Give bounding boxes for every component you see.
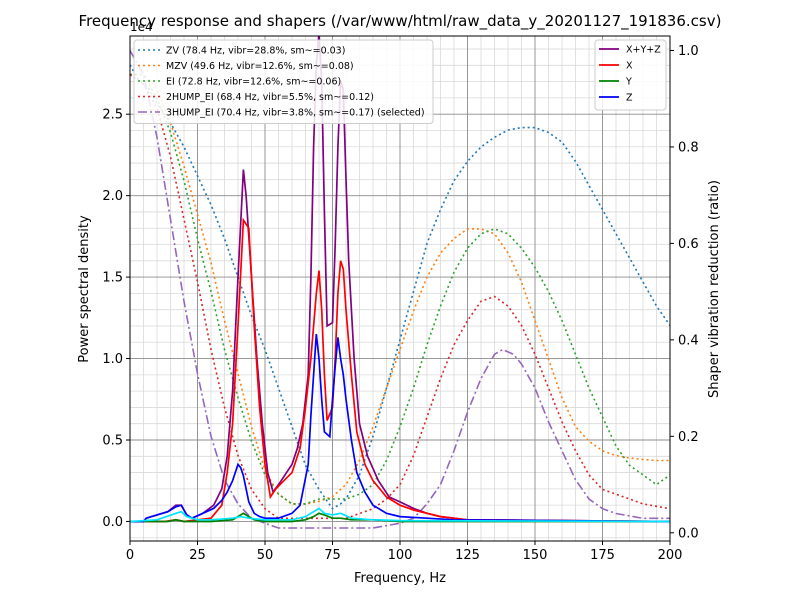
y2-tick-label: 0.0: [678, 526, 699, 541]
psd-legend-label: Z: [626, 93, 633, 104]
shaper-legend-label: ZV (78.4 Hz, vibr=28.8%, sm~=0.03): [166, 46, 345, 57]
x-tick-label: 75: [324, 548, 341, 563]
y2-axis-label: Shaper vibration reduction (ratio): [707, 180, 722, 398]
psd-legend-label: X: [626, 61, 633, 72]
shaper-line-zv-0: [130, 64, 670, 510]
x-tick-label: 200: [658, 548, 683, 563]
chart-title: Frequency response and shapers (/var/www…: [79, 12, 722, 31]
psd-legend-box: [594, 39, 667, 111]
y-tick-label: 1.5: [102, 271, 123, 286]
shaper-legend-box: [133, 39, 434, 124]
shaper-legend-label: MZV (49.6 Hz, vibr=12.6%, sm~=0.08): [166, 61, 354, 72]
psd-legend-label: X+Y+Z: [626, 45, 661, 56]
y-axis-label: Power spectral density: [77, 215, 92, 363]
y2-tick-label: 0.6: [678, 237, 699, 252]
shaper-legend-label: 2HUMP_EI (68.4 Hz, vibr=5.5%, sm~=0.12): [166, 92, 374, 103]
shaper-line-2hump-ei-3: [130, 73, 670, 520]
y-offset-text: 1e4: [130, 20, 153, 34]
axis-ticks: 0 25 50 75 100 125 150 175 200 0.0 0.5 1.0 1.5 2.0 2.5…: [102, 44, 698, 563]
psd-legend-label: Y: [625, 77, 632, 88]
x-tick-label: 150: [523, 548, 548, 563]
x-tick-label: 0: [126, 548, 134, 563]
psd-line-y-2: [130, 512, 670, 523]
shaper-legend-label: 3HUMP_EI (70.4 Hz, vibr=3.8%, sm~=0.17) …: [166, 108, 425, 119]
y2-tick-label: 0.2: [678, 430, 699, 445]
y-tick-label: 2.0: [102, 189, 123, 204]
x-tick-label: 125: [455, 548, 480, 563]
y-tick-label: 0.5: [102, 434, 123, 449]
y2-tick-label: 0.4: [678, 333, 699, 348]
x-tick-label: 25: [189, 548, 206, 563]
shaper-line-ei-2: [130, 73, 670, 505]
y2-tick-label: 1.0: [678, 44, 699, 59]
y-tick-label: 0.0: [102, 515, 123, 530]
y2-tick-label: 0.8: [678, 140, 699, 155]
x-axis-label: Frequency, Hz: [354, 571, 446, 586]
psd-line-series-4: [130, 507, 670, 523]
plot-series: [130, 36, 670, 529]
y-tick-label: 2.5: [102, 108, 123, 123]
x-tick-label: 100: [388, 548, 413, 563]
x-tick-label: 50: [257, 548, 274, 563]
psd-legend: X+Y+Z XYZ: [594, 39, 667, 111]
psd-line-x-1: [130, 217, 670, 523]
x-tick-label: 175: [590, 548, 615, 563]
shaper-legend-label: EI (72.8 Hz, vibr=12.6%, sm~=0.06): [166, 77, 341, 88]
shaper-line-mzv-1: [130, 73, 670, 505]
y-tick-label: 1.0: [102, 352, 123, 367]
shaper-legend: ZV (78.4 Hz, vibr=28.8%, sm~=0.03) MZV (4…: [133, 39, 434, 124]
shaper-line-3hump-ei-4: [130, 50, 670, 529]
